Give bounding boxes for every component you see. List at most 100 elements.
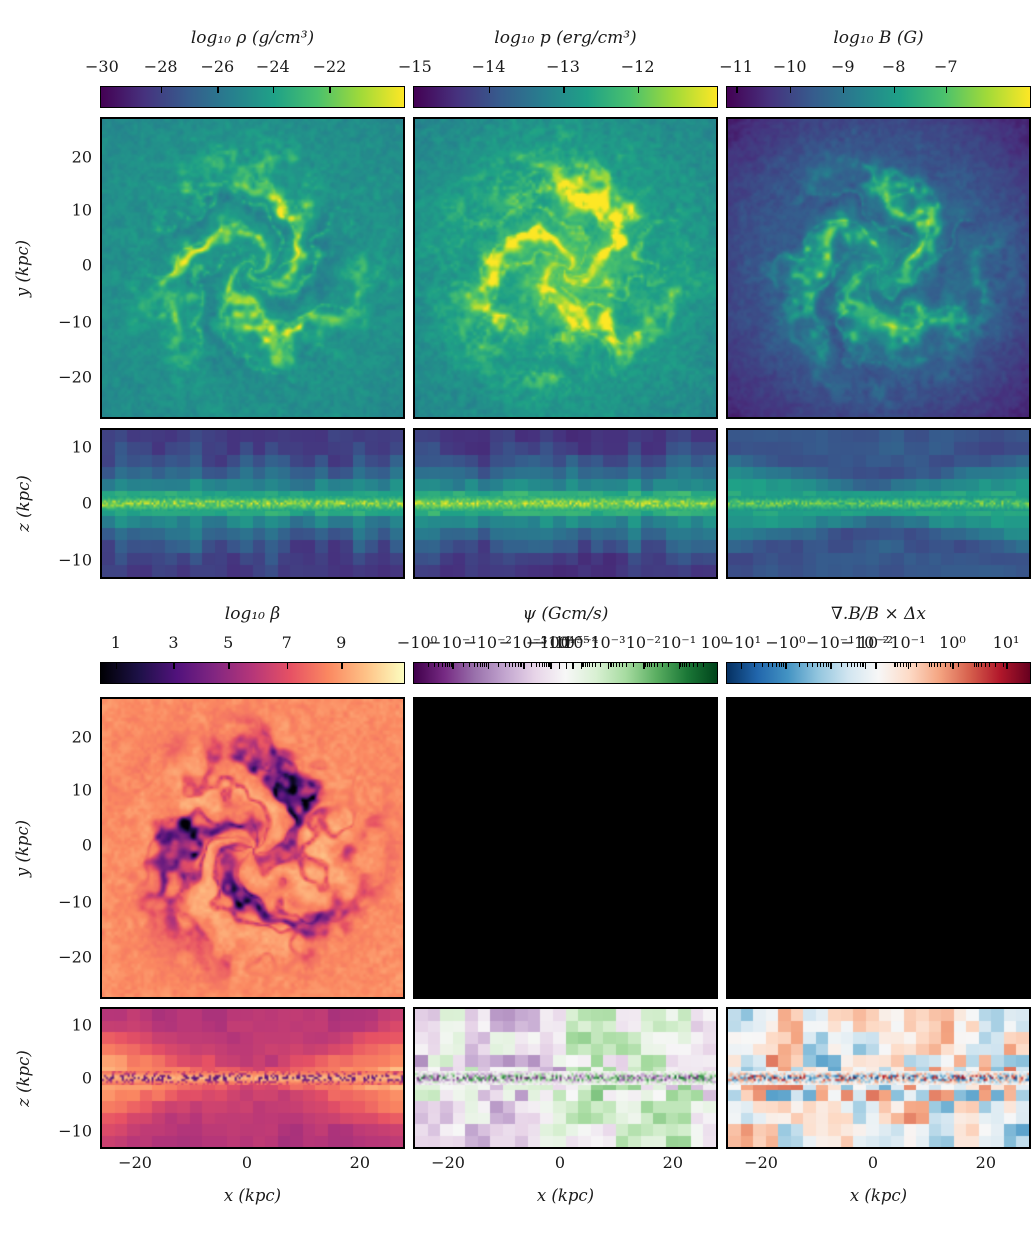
colorbar-minor-tick: [828, 663, 830, 667]
yaxis-label-text: y (kpc): [13, 239, 33, 297]
colorbar-minor-tick: [544, 663, 546, 667]
colorbar-minor-tick: [546, 663, 548, 667]
colorbar-minor-tick: [469, 663, 471, 667]
heatmap-beta-edge-on: [102, 1009, 403, 1147]
zaxis-ticks-row2: 10 0 −10: [40, 428, 92, 579]
colorbar-major-tick: [173, 663, 175, 669]
zaxis-label-row2: z (kpc): [6, 428, 40, 579]
axis-tick-label: −10: [58, 892, 92, 912]
colorbar-minor-tick: [515, 663, 517, 667]
colorbar-tick-label: −10: [772, 57, 807, 76]
colorbar-minor-tick: [531, 663, 533, 667]
colorbar-ticks-beta: 1 3 5 7 9: [100, 633, 405, 655]
colorbar-gradient-beta: [100, 662, 405, 684]
colorbar-tick-label: −10⁰: [396, 633, 438, 652]
colorbar-minor-tick: [613, 663, 615, 667]
colorbar-minor-tick: [611, 663, 613, 667]
colorbar-tick-label: 7: [281, 633, 292, 652]
xaxis-ticks-col1: −20 0 20: [100, 1153, 405, 1175]
colorbar-minor-tick: [950, 663, 952, 667]
colorbar-tick-label: −7: [933, 57, 958, 76]
colorbar-major-tick: [945, 87, 948, 93]
colorbar-minor-tick: [905, 663, 907, 667]
heatmap-bfield-face-on: [728, 119, 1029, 417]
colorbar-gradient-psi: [413, 662, 718, 684]
colorbar-major-tick: [736, 87, 738, 93]
colorbar-tick-label: −22: [312, 57, 347, 76]
colorbar-minor-tick: [928, 663, 930, 667]
axis-tick-label: −20: [118, 1153, 152, 1172]
axis-tick-label: 10: [71, 200, 92, 220]
colorbar-major-tick: [1006, 663, 1008, 669]
colorbar-minor-tick: [936, 663, 938, 667]
zaxis-ticks-row4: 10 0 −10: [40, 1007, 92, 1149]
colorbar-tick-label: 5: [223, 633, 234, 652]
colorbar-tick-label: 10⁰: [700, 633, 728, 652]
panel-divb-face-on: [726, 697, 1031, 999]
axis-tick-label: 0: [81, 1068, 92, 1088]
colorbar-minor-tick: [762, 663, 764, 667]
colorbar-minor-tick: [823, 663, 825, 667]
colorbar-tick-label: −12: [620, 57, 655, 76]
colorbar-minor-tick: [767, 663, 769, 667]
colorbar-minor-tick: [940, 663, 942, 667]
colorbar-tick-label: −14: [471, 57, 506, 76]
colorbar-minor-tick: [899, 663, 901, 667]
xaxis-ticks-col2: −20 0 20: [413, 1153, 718, 1175]
colorbar-minor-tick: [812, 663, 814, 667]
colorbar-minor-tick: [486, 663, 488, 667]
heatmap-pressure-edge-on: [415, 430, 716, 577]
axis-tick-label: −20: [58, 947, 92, 967]
colorbar-minor-tick: [846, 663, 848, 667]
colorbar-title-divb: ∇.B/B × Δx: [831, 604, 926, 624]
colorbar-minor-tick: [473, 663, 475, 667]
colorbar-minor-tick: [591, 663, 593, 667]
colorbar-tick-label: −28: [143, 57, 178, 76]
colorbar-tick-label: −13: [546, 57, 580, 76]
heatmap-beta-face-on: [102, 699, 403, 997]
colorbar-major-tick: [740, 663, 743, 669]
colorbar-tick-label: −10¹: [720, 633, 762, 652]
colorbar-tick-label: 10⁻²: [857, 633, 894, 652]
colorbar-minor-tick: [772, 663, 774, 667]
heatmap-bfield-edge-on: [728, 430, 1029, 577]
colorbar-tick-label: 10⁰: [939, 633, 966, 652]
heatmap-density-face-on: [102, 119, 403, 417]
axis-tick-label: −20: [431, 1153, 465, 1172]
panel-psi-edge-on: [413, 1007, 718, 1149]
panel-bfield-edge-on: [726, 428, 1031, 579]
panel-divb-edge-on: [726, 1007, 1031, 1149]
colorbar-minor-tick: [975, 663, 977, 667]
colorbar-major-tick: [452, 663, 454, 669]
yaxis-ticks-row3: 20 10 0 −10 −20: [40, 697, 92, 999]
colorbar-minor-tick: [433, 663, 435, 667]
colorbar-minor-tick: [450, 663, 452, 667]
colorbar-minor-tick: [622, 663, 624, 667]
colorbar-major-tick: [785, 663, 787, 669]
colorbar-minor-tick: [897, 663, 899, 667]
panel-density-face-on: [100, 117, 405, 419]
colorbar-minor-tick: [479, 663, 481, 667]
colorbar-major-tick: [160, 87, 163, 93]
colorbar-minor-tick: [902, 663, 904, 667]
colorbar-minor-tick: [484, 663, 486, 667]
colorbar-major-tick: [789, 87, 792, 93]
colorbar-major-tick: [286, 663, 289, 669]
zaxis-label-text: z (kpc): [13, 475, 33, 532]
axis-tick-label: 10: [71, 780, 92, 800]
axis-tick-label: 0: [81, 835, 92, 855]
axis-tick-label: −20: [58, 367, 92, 387]
colorbar-major-tick: [563, 87, 565, 93]
colorbar-minor-tick: [778, 663, 780, 667]
colorbar-minor-tick: [820, 663, 822, 667]
colorbar-major-tick: [678, 663, 681, 669]
colorbar-major-tick: [607, 663, 610, 669]
colorbar-ticks-bfield: −11 −10 −9 −8 −7: [719, 57, 1031, 79]
colorbar-minor-tick: [651, 663, 653, 667]
colorbar-minor-tick: [854, 663, 856, 667]
colorbar-major-tick: [842, 87, 845, 93]
colorbar-major-tick: [487, 663, 490, 669]
colorbar-major-tick: [550, 663, 552, 669]
colorbar-tick-label: −10⁻¹: [428, 633, 477, 652]
colorbar-minor-tick: [653, 663, 655, 667]
